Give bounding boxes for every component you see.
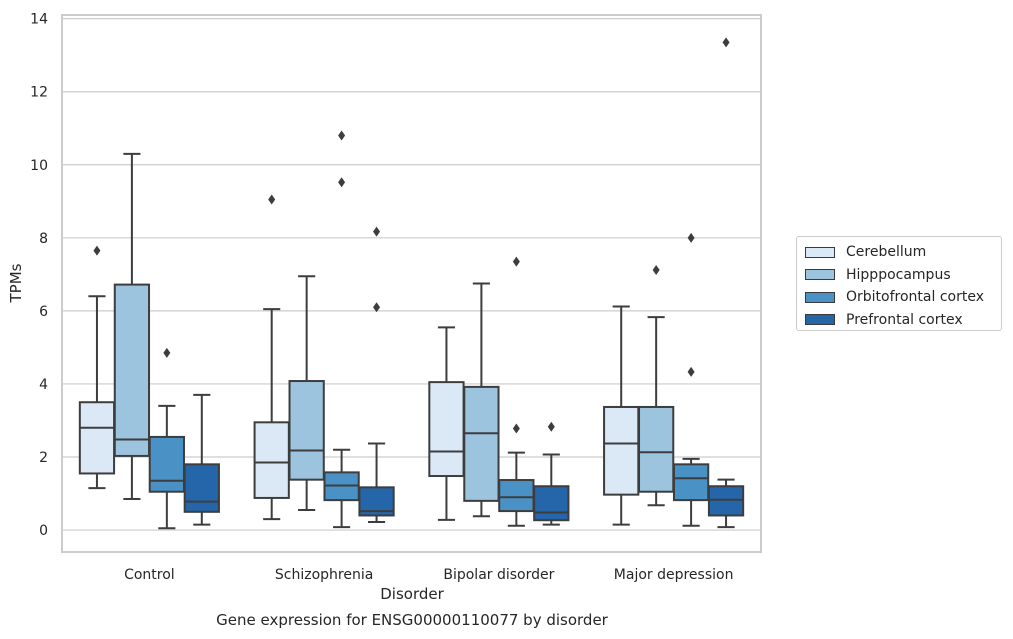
outlier-point (547, 421, 555, 432)
y-tick-label: 10 (30, 158, 48, 174)
x-tick-label: Major depression (614, 567, 734, 583)
box-body (498, 479, 535, 513)
y-tick-label: 14 (30, 12, 48, 28)
outlier-point (722, 37, 730, 48)
legend-item-orbitofrontal-cortex: Orbitofrontal cortex (805, 286, 1001, 309)
box-prefrontal-cortex-1 (358, 226, 395, 524)
box-body (672, 463, 710, 502)
y-tick-label: 2 (39, 450, 48, 466)
box-plot-series (78, 37, 745, 530)
plot-frame (61, 14, 762, 553)
legend-label: Cerebellum (846, 244, 927, 261)
outlier-point (512, 256, 520, 267)
outlier-point (373, 302, 381, 313)
legend-label: Hipppocampus (846, 266, 951, 283)
box-hipppocampus-3 (638, 264, 675, 507)
y-tick-label: 4 (39, 377, 48, 393)
box-prefrontal-cortex-0 (183, 393, 220, 526)
box-prefrontal-cortex-3 (707, 37, 745, 529)
outlier-point (268, 194, 276, 205)
legend-item-cerebellum: Cerebellum (805, 241, 1001, 264)
outlier-point (338, 177, 346, 188)
box-cerebellum-2 (428, 326, 465, 521)
legend-item-hipppocampus: Hipppocampus (805, 264, 1001, 287)
y-tick-label: 6 (39, 304, 48, 320)
legend-swatch (805, 269, 835, 281)
box-body (638, 405, 675, 493)
outlier-point (687, 232, 695, 243)
box-cerebellum-3 (603, 305, 640, 526)
box-cerebellum-1 (253, 194, 290, 521)
figure-caption: Gene expression for ENSG00000110077 by d… (216, 611, 608, 629)
legend: Cerebellum Hipppocampus Orbitofrontal cort… (796, 236, 1002, 331)
box-prefrontal-cortex-2 (533, 421, 570, 526)
box-body (183, 463, 220, 513)
box-hipppocampus-1 (288, 275, 325, 511)
box-body (113, 283, 151, 457)
box-hipppocampus-2 (463, 282, 500, 518)
box-orbitofrontal-cortex-2 (498, 256, 535, 527)
box-body (603, 405, 640, 496)
legend-item-prefrontal-cortex: Prefrontal cortex (805, 309, 1001, 332)
outlier-point (93, 245, 101, 256)
box-orbitofrontal-cortex-0 (148, 347, 185, 530)
outlier-point (512, 423, 520, 434)
box-body (78, 401, 116, 475)
box-body (463, 385, 500, 502)
x-tick-label: Schizophrenia (275, 567, 373, 583)
box-body (288, 380, 325, 481)
legend-swatch (805, 314, 835, 326)
box-orbitofrontal-cortex-3 (672, 232, 710, 527)
legend-label: Prefrontal cortex (846, 311, 963, 328)
box-cerebellum-0 (78, 245, 116, 490)
box-hipppocampus-0 (113, 152, 151, 501)
box-body (253, 421, 290, 499)
x-tick-label: Bipolar disorder (443, 567, 554, 583)
y-axis-label: TPMs (7, 263, 25, 303)
box-body (533, 485, 570, 522)
outlier-point (338, 130, 346, 141)
box-body (428, 381, 465, 478)
y-tick-label: 12 (30, 85, 48, 101)
box-orbitofrontal-cortex-1 (323, 130, 360, 529)
box-body (707, 485, 745, 517)
legend-label: Orbitofrontal cortex (846, 289, 984, 306)
outlier-point (687, 366, 695, 377)
outlier-point (373, 226, 381, 237)
y-tick-label: 0 (39, 523, 48, 539)
box-body (148, 435, 185, 493)
x-tick-label: Control (124, 567, 175, 583)
legend-swatch (805, 246, 835, 258)
axes: 0 2 4 6 8 10 12 14 Control Schizophrenia Bipolar d… (30, 12, 762, 583)
y-tick-label: 8 (39, 231, 48, 247)
outlier-point (652, 264, 660, 275)
legend-swatch (805, 291, 835, 303)
x-axis-label: Disorder (380, 585, 444, 603)
outlier-point (163, 347, 171, 358)
